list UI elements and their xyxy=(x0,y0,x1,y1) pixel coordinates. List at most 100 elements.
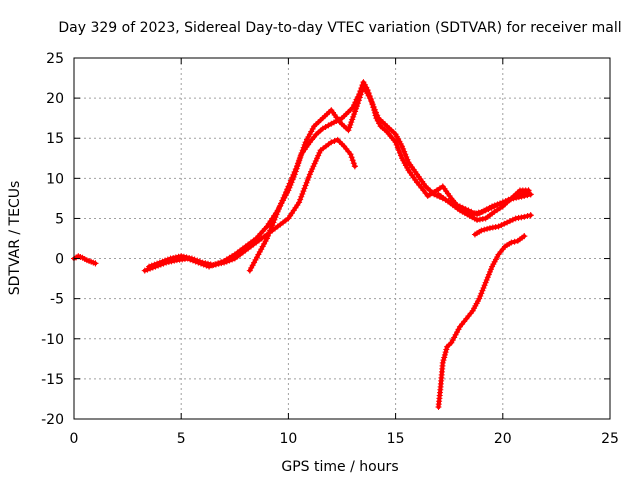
data-point xyxy=(358,88,365,95)
data-point xyxy=(452,331,459,338)
data-point xyxy=(486,268,493,275)
data-point xyxy=(400,145,407,152)
data-point xyxy=(300,188,307,195)
data-point xyxy=(350,113,357,120)
data-point xyxy=(170,254,177,261)
data-point xyxy=(498,222,505,229)
data-point xyxy=(374,112,381,119)
data-point xyxy=(353,105,360,112)
data-point xyxy=(202,260,209,267)
data-point xyxy=(302,182,309,189)
data-point xyxy=(474,217,481,224)
data-point xyxy=(356,94,363,101)
series-track-6 xyxy=(435,233,528,410)
data-point xyxy=(468,208,475,215)
data-point xyxy=(471,210,478,217)
data-point xyxy=(300,144,307,151)
data-point xyxy=(349,116,356,123)
data-point xyxy=(265,232,272,239)
data-point xyxy=(348,154,355,161)
data-point xyxy=(454,329,461,336)
data-point xyxy=(397,152,404,159)
data-point xyxy=(296,199,303,206)
data-point xyxy=(355,97,362,104)
data-point xyxy=(286,180,293,187)
data-point xyxy=(278,200,285,207)
data-point xyxy=(252,256,259,263)
data-point xyxy=(476,210,483,217)
data-point xyxy=(478,227,485,234)
data-point xyxy=(248,264,255,271)
data-point xyxy=(491,203,498,210)
data-point xyxy=(271,216,278,223)
data-point xyxy=(302,139,309,146)
data-point xyxy=(392,139,399,146)
data-point xyxy=(210,261,217,268)
data-point xyxy=(465,207,472,214)
x-tick-label: 0 xyxy=(70,431,79,447)
data-point xyxy=(162,257,169,264)
data-point xyxy=(156,259,163,266)
data-point xyxy=(448,339,455,346)
y-tick-label: 20 xyxy=(46,91,64,107)
data-point xyxy=(313,155,320,162)
data-point xyxy=(366,95,373,102)
y-tick-label: 5 xyxy=(55,211,64,227)
data-point xyxy=(449,337,456,344)
data-point xyxy=(348,119,355,126)
series-track-7 xyxy=(471,212,534,238)
data-point xyxy=(370,103,377,110)
data-point xyxy=(267,227,274,234)
data-point xyxy=(301,185,308,192)
data-point xyxy=(290,171,297,178)
data-point xyxy=(476,295,483,302)
data-point xyxy=(207,261,214,268)
data-point xyxy=(306,171,313,178)
data-point xyxy=(404,156,411,163)
data-point xyxy=(299,147,306,154)
data-point xyxy=(258,246,265,253)
data-point xyxy=(443,346,450,353)
data-point xyxy=(368,97,375,104)
x-tick-label: 25 xyxy=(601,431,619,447)
x-tick-label: 15 xyxy=(387,431,405,447)
data-point xyxy=(299,190,306,197)
data-point xyxy=(347,121,354,128)
data-point xyxy=(223,258,230,265)
data-point xyxy=(351,163,358,170)
data-point xyxy=(440,357,447,364)
data-point xyxy=(151,261,158,268)
data-point xyxy=(172,254,179,261)
data-point xyxy=(312,157,319,164)
y-tick-label: -5 xyxy=(50,292,64,308)
data-point xyxy=(164,256,171,263)
data-point xyxy=(183,254,190,261)
data-point xyxy=(451,334,458,341)
data-point xyxy=(175,253,182,260)
data-point xyxy=(251,259,258,266)
series-layer xyxy=(71,79,534,410)
data-point xyxy=(292,166,299,173)
data-point xyxy=(141,267,148,274)
data-point xyxy=(194,257,201,264)
data-point xyxy=(494,202,501,209)
data-point xyxy=(442,349,449,356)
data-point xyxy=(347,151,354,158)
data-point xyxy=(282,189,289,196)
data-point xyxy=(272,214,279,221)
data-point xyxy=(328,139,335,146)
y-axis-label: SDTVAR / TECUs xyxy=(7,181,23,296)
data-point xyxy=(485,271,492,278)
data-point xyxy=(298,149,305,156)
data-point xyxy=(255,251,262,258)
x-tick-label: 5 xyxy=(177,431,186,447)
data-point xyxy=(305,174,312,181)
data-point xyxy=(515,214,522,221)
data-point xyxy=(276,203,283,210)
data-point xyxy=(511,238,518,245)
data-point xyxy=(229,256,236,263)
data-point xyxy=(303,136,310,143)
data-point xyxy=(349,157,356,164)
data-point xyxy=(305,133,312,140)
data-point xyxy=(474,211,481,218)
